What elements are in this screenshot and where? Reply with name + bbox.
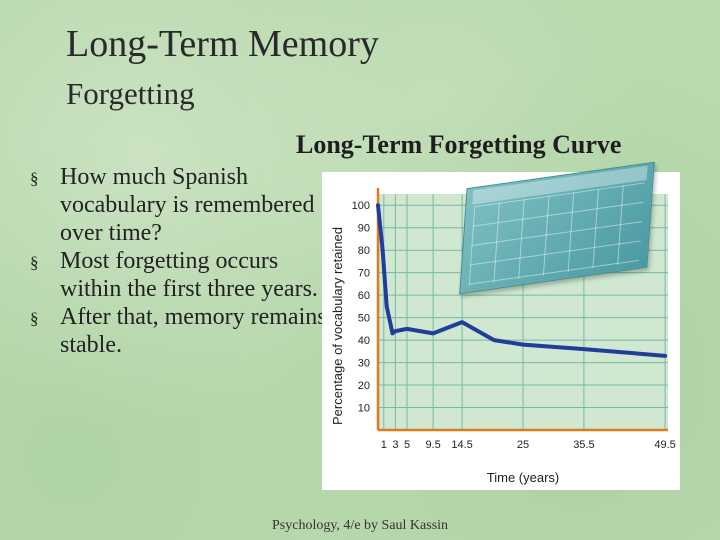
x-tick-label: 9.5 — [425, 439, 440, 451]
y-tick-label: 20 — [358, 380, 370, 392]
y-tick-label: 30 — [358, 358, 370, 370]
bullet-marker: § — [30, 253, 39, 272]
x-tick-label: 14.5 — [451, 439, 472, 451]
slide-subtitle: Forgetting — [66, 76, 195, 111]
bullet-text: Most forgetting occurs within the first … — [60, 248, 318, 302]
footer-credit: Psychology, 4/e by Saul Kassin — [272, 518, 449, 533]
y-tick-label: 40 — [358, 335, 370, 347]
bullet-item: § After that, memory remains stable. — [30, 303, 330, 359]
x-axis-label: Time (years) — [487, 470, 559, 485]
chart-heading: Long-Term Forgetting Curve — [296, 130, 622, 159]
bullet-item: § How much Spanish vocabulary is remembe… — [30, 163, 330, 247]
x-tick-label: 25 — [517, 439, 529, 451]
x-tick-label: 35.5 — [573, 439, 594, 451]
bullet-marker: § — [30, 169, 39, 188]
y-tick-label: 60 — [358, 290, 370, 302]
bullet-text: How much Spanish vocabulary is remembere… — [60, 164, 315, 246]
x-tick-label: 5 — [404, 439, 410, 451]
y-tick-label: 50 — [358, 313, 370, 325]
y-tick-label: 90 — [358, 223, 370, 235]
bullet-item: § Most forgetting occurs within the firs… — [30, 247, 330, 303]
x-tick-label: 1 — [381, 439, 387, 451]
y-tick-label: 100 — [352, 200, 370, 212]
bullet-marker: § — [30, 309, 39, 328]
x-tick-label: 49.5 — [654, 439, 675, 451]
y-axis-label: Percentage of vocabulary retained — [330, 227, 345, 425]
y-tick-label: 70 — [358, 268, 370, 280]
bullet-text: After that, memory remains stable. — [60, 304, 327, 358]
x-tick-label: 3 — [392, 439, 398, 451]
y-tick-label: 10 — [358, 403, 370, 415]
slide-title: Long-Term Memory — [66, 23, 379, 65]
y-tick-label: 80 — [358, 245, 370, 257]
retention-curve-line — [376, 203, 668, 358]
bullet-list: § How much Spanish vocabulary is remembe… — [30, 163, 330, 359]
